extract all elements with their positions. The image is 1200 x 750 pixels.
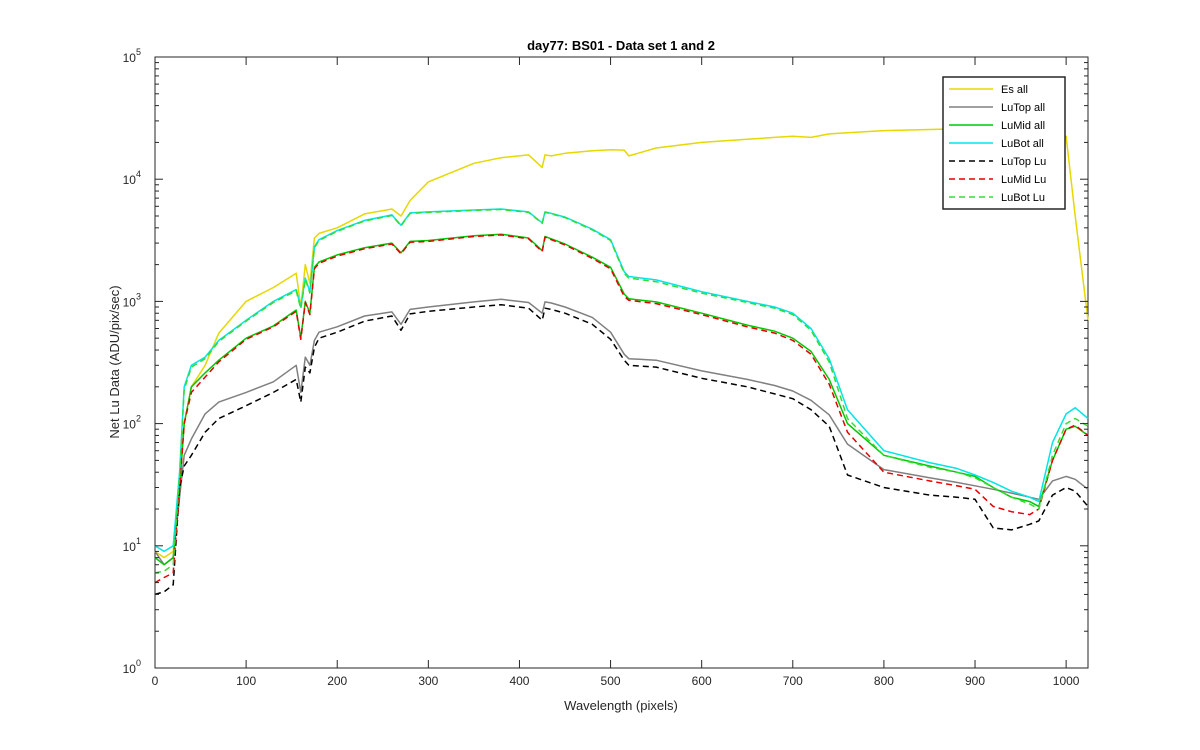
series-line-6 xyxy=(154,208,1089,574)
y-tick-label: 100 xyxy=(123,658,141,676)
x-tick-label: 300 xyxy=(418,674,438,688)
x-tick-label: 100 xyxy=(236,674,256,688)
y-tick-label: 104 xyxy=(123,169,141,187)
y-tick-label: 103 xyxy=(123,291,141,309)
legend-label: LuTop Lu xyxy=(1001,156,1046,168)
x-tick-label: 700 xyxy=(783,674,803,688)
legend-label: LuBot Lu xyxy=(1001,192,1045,204)
legend-label: LuMid all xyxy=(1001,120,1045,132)
legend-label: LuTop all xyxy=(1001,102,1045,114)
legend: Es all LuTop all LuMid all LuBot all LuTop L… xyxy=(942,76,1066,210)
x-axis-label: Wavelength (pixels) xyxy=(564,698,678,713)
x-tick-label: 0 xyxy=(152,674,159,688)
y-tick-label: 101 xyxy=(123,536,141,554)
x-tick-label: 900 xyxy=(965,674,985,688)
x-tick-label: 600 xyxy=(692,674,712,688)
x-tick-label: 200 xyxy=(327,674,347,688)
series-line-4 xyxy=(154,303,1089,596)
y-axis-label: Net Lu Data (ADU/pix/sec) xyxy=(107,285,122,438)
series-line-5 xyxy=(154,234,1089,584)
x-tick-label: 500 xyxy=(601,674,621,688)
y-tick-label: 102 xyxy=(123,414,141,432)
x-tick-label: 800 xyxy=(874,674,894,688)
legend-label: LuMid Lu xyxy=(1001,174,1046,186)
axis-ticks: 0 100 200 300 400 500 600 700 800 900 1000 100 101 10… xyxy=(123,47,1088,688)
chart-title: day77: BS01 - Data set 1 and 2 xyxy=(527,38,715,53)
x-tick-label: 1000 xyxy=(1053,674,1080,688)
y-tick-label: 105 xyxy=(123,47,141,65)
x-tick-label: 400 xyxy=(509,674,529,688)
legend-label: LuBot all xyxy=(1001,138,1044,150)
series-line-1 xyxy=(154,298,1089,566)
legend-label: Es all xyxy=(1001,84,1028,96)
